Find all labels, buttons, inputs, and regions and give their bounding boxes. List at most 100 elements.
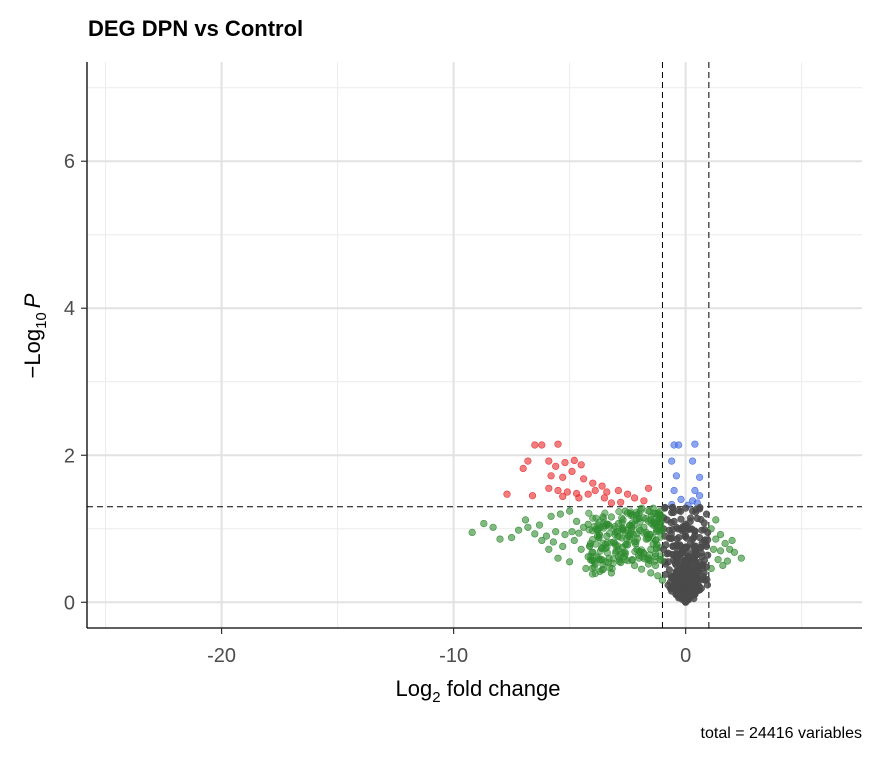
point-log2fc	[651, 552, 659, 561]
point-p-and-log2fc	[503, 490, 511, 498]
y-tick-label: 4	[64, 298, 75, 320]
point-log2fc	[618, 514, 626, 522]
point-log2fc	[524, 523, 532, 531]
data-points	[468, 440, 745, 606]
point-log2fc	[599, 513, 607, 521]
point-log2fc	[640, 529, 648, 537]
point-ns	[675, 572, 683, 580]
point-log2fc	[622, 540, 630, 548]
point-ns	[679, 546, 687, 554]
point-log2fc	[728, 536, 736, 545]
y-tick-label: 6	[64, 151, 75, 173]
point-p-and-log2fc	[559, 492, 567, 501]
x-axis-title-subscript: 2	[432, 689, 440, 706]
point-p	[695, 473, 704, 481]
point-log2fc	[723, 557, 732, 565]
point-log2fc	[716, 547, 725, 555]
point-log2fc	[653, 525, 661, 533]
x-tick-label: -10	[439, 645, 468, 667]
point-p-and-log2fc	[591, 486, 599, 495]
point-p-and-log2fc	[630, 494, 639, 502]
point-ns	[673, 535, 681, 543]
point-p	[675, 441, 683, 449]
point-log2fc	[590, 563, 598, 571]
point-log2fc	[644, 535, 652, 543]
point-ns	[659, 545, 668, 553]
point-log2fc	[607, 538, 615, 547]
point-log2fc	[621, 548, 629, 556]
point-log2fc	[542, 532, 551, 540]
point-log2fc	[468, 528, 476, 537]
point-log2fc	[654, 572, 662, 580]
point-log2fc	[737, 554, 745, 562]
point-log2fc	[614, 532, 622, 540]
point-ns	[682, 504, 690, 512]
point-p-and-log2fc	[644, 484, 653, 492]
y-axis-ticks: 0 2 4 6	[64, 151, 87, 614]
point-ns	[677, 515, 685, 523]
point-p-and-log2fc	[528, 492, 537, 500]
point-log2fc	[616, 557, 624, 566]
point-log2fc	[615, 508, 623, 516]
point-log2fc	[637, 565, 646, 573]
point-log2fc	[570, 536, 578, 545]
point-p	[691, 486, 699, 495]
point-log2fc	[586, 542, 594, 550]
y-axis-title-subscript: 10	[33, 312, 50, 329]
point-log2fc	[658, 557, 666, 565]
point-log2fc	[538, 536, 546, 545]
point-ns	[692, 508, 700, 516]
gridlines	[87, 62, 862, 628]
point-log2fc	[577, 545, 585, 553]
point-p-and-log2fc	[559, 473, 567, 481]
point-p-and-log2fc	[545, 457, 553, 465]
point-ns	[680, 561, 688, 570]
point-log2fc	[496, 535, 504, 543]
point-log2fc	[628, 557, 636, 565]
y-axis-title: −Log10 P	[20, 293, 50, 378]
point-log2fc	[545, 545, 553, 553]
point-p-and-log2fc	[600, 494, 609, 502]
point-p	[695, 492, 704, 500]
point-log2fc	[572, 517, 581, 526]
point-log2fc	[521, 516, 530, 524]
point-log2fc	[607, 513, 616, 521]
point-p-and-log2fc	[554, 440, 562, 448]
point-log2fc	[489, 523, 497, 531]
point-p-and-log2fc	[545, 484, 553, 492]
point-log2fc	[712, 516, 720, 524]
x-tick-label: 0	[680, 645, 691, 667]
point-p	[672, 472, 681, 480]
point-log2fc	[535, 521, 544, 529]
point-log2fc	[603, 521, 611, 529]
point-log2fc	[644, 517, 652, 525]
point-log2fc	[719, 561, 727, 570]
point-p-and-log2fc	[552, 462, 560, 470]
point-ns	[702, 510, 711, 518]
x-axis-title-base: Log	[396, 676, 433, 701]
point-ns	[669, 573, 677, 582]
point-ns	[704, 551, 712, 559]
point-ns	[667, 534, 675, 542]
point-ns	[696, 503, 704, 511]
x-axis-title-rest: fold change	[441, 676, 561, 701]
point-p-and-log2fc	[547, 472, 555, 480]
point-ns	[703, 575, 711, 584]
point-p-and-log2fc	[570, 456, 578, 465]
point-log2fc	[652, 545, 661, 553]
point-ns	[677, 507, 685, 515]
point-p-and-log2fc	[617, 498, 625, 506]
point-p-and-log2fc	[554, 486, 562, 495]
point-log2fc	[595, 531, 603, 539]
y-tick-label: 2	[64, 445, 75, 467]
point-log2fc	[658, 576, 667, 584]
point-p-and-log2fc	[563, 488, 571, 496]
point-log2fc	[588, 527, 597, 535]
point-log2fc	[514, 526, 523, 534]
point-log2fc	[565, 558, 574, 566]
point-p-and-log2fc	[589, 479, 597, 487]
point-p-and-log2fc	[579, 475, 588, 483]
point-ns	[661, 503, 669, 511]
y-axis-title-italic: P	[20, 293, 45, 308]
point-log2fc	[635, 524, 643, 532]
